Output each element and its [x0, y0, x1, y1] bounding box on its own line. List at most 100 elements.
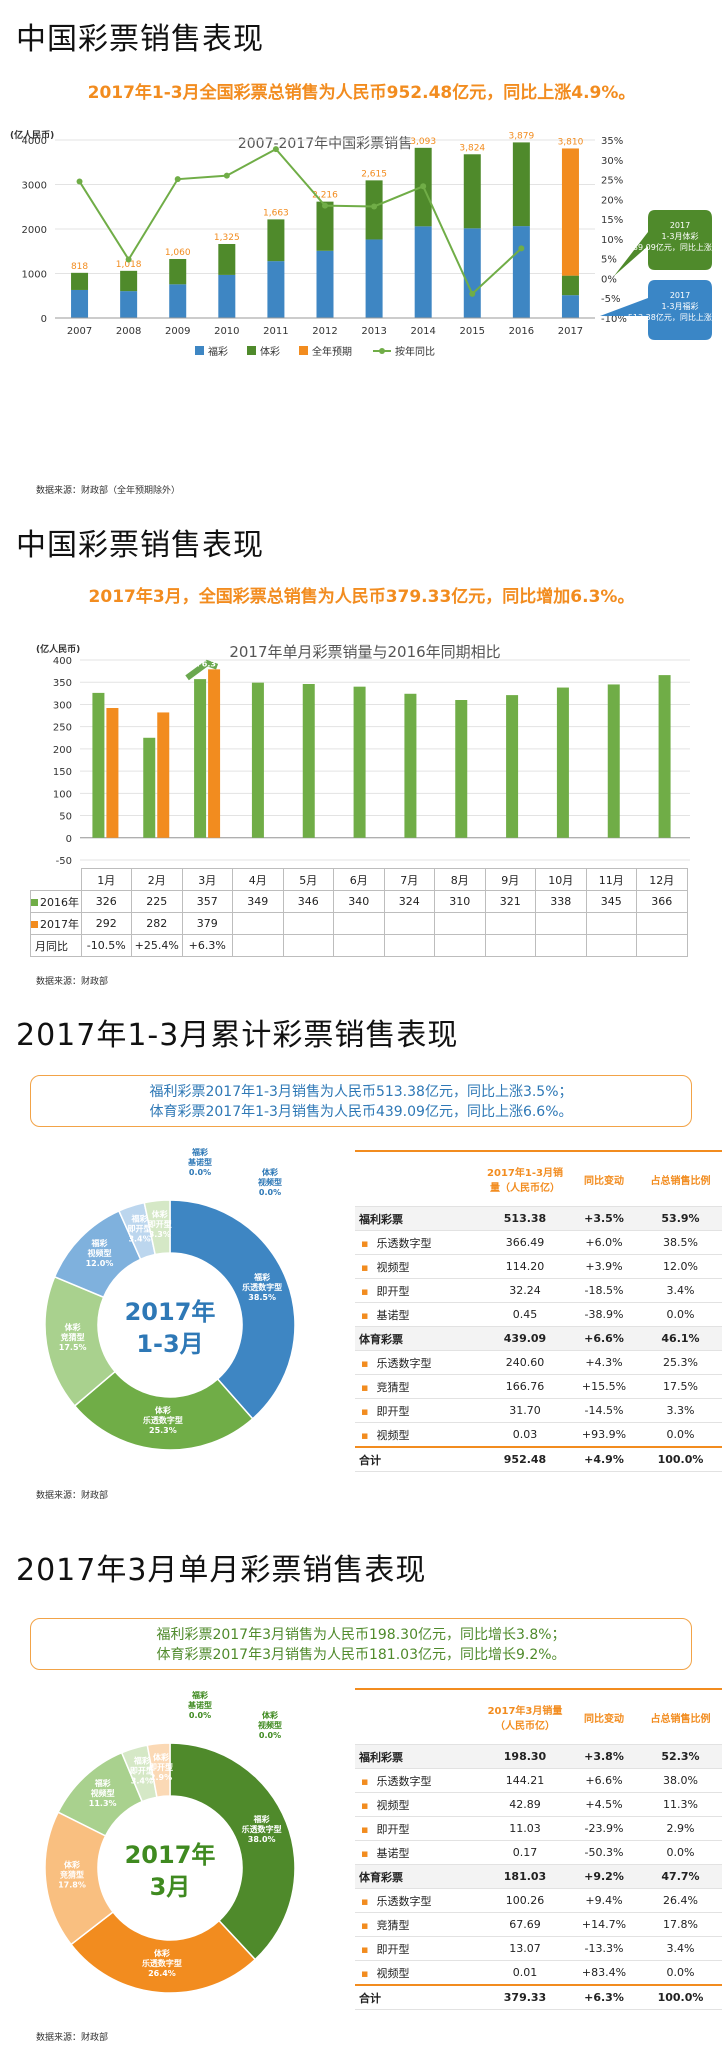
table-month-header: 6月: [333, 868, 385, 891]
table-cell: +3.9%: [569, 1254, 639, 1279]
donut-slice: [70, 1910, 257, 1994]
section3-title: 2017年1-3月累计彩票销售表现: [16, 1018, 459, 1053]
y-tick-label: 150: [53, 767, 72, 778]
yoy-point: [223, 172, 230, 179]
callout-fucai-text: 2017 1-3月福彩 513.38亿元，同比上涨3.5%: [628, 291, 723, 322]
bar-2016: [251, 682, 264, 838]
table-cell: 357: [181, 890, 233, 913]
table-cell: [434, 934, 486, 957]
row-label: ▪ 视频型: [355, 1960, 481, 1986]
y-tick-label: 400: [53, 656, 72, 667]
table-cell: 2.9%: [639, 1816, 722, 1841]
donut-slice-label: 体彩视频型 0.0%: [258, 1167, 282, 1197]
callout-ticai-text: 2017 1-3月体彩 439.09亿元，同比上涨6.6%: [628, 221, 723, 252]
donut-slice-label: 福彩基诺型 0.0%: [187, 1690, 212, 1720]
section1-subtitle: 2017年1-3月全国彩票总销售为人民币952.48亿元，同比上涨4.9%。: [87, 83, 636, 103]
table-row: 2016年 326 225 357 349 346 340 324 310 321 338 345 36…: [30, 890, 688, 913]
table-cell: 53.9%: [639, 1206, 722, 1231]
table-cell: 0.0%: [639, 1422, 722, 1448]
donut-slice-label: 体彩即开型 2.9%: [149, 1752, 173, 1782]
bar-2016: [658, 675, 671, 838]
donut-slice-label: 体彩竞猜型 17.8%: [58, 1860, 86, 1890]
table-cell: 345: [585, 890, 637, 913]
section1-source: 数据来源：财政部（全年预期除外）: [36, 486, 181, 496]
donut-slice: [73, 1370, 254, 1451]
bar-total-label: 1,325: [214, 233, 240, 243]
table-row: 合计 952.48 +4.9% 100.0%: [355, 1447, 722, 1472]
table-cell: +4.3%: [569, 1350, 639, 1375]
table-header: 占总销售比例: [639, 1689, 722, 1745]
table-cell: 17.8%: [639, 1912, 722, 1937]
bullet-icon: ▪: [361, 1942, 369, 1956]
chart-annual-sales: (亿人民币) 2007-2017年中国彩票销售 0 1000 2000 3000 4000 -…: [10, 129, 723, 358]
table-cell: 310: [434, 890, 486, 913]
monthly-data-table: 1月 2月 3月 4月 5月 6月 7月 8月 9月 10月 11月 12月 2016年 326 225 35…: [30, 868, 688, 957]
bar-ticai: [463, 154, 481, 229]
bar-total-label: 1,663: [263, 208, 289, 218]
table-cell: [535, 912, 587, 935]
row-label: ▪ 视频型: [355, 1254, 481, 1279]
bar-2017: [157, 712, 170, 838]
table-cell: 11.3%: [639, 1792, 722, 1817]
table-cell: +3.5%: [569, 1206, 639, 1231]
x-tick-label: 2007: [67, 326, 92, 337]
table-cell: 0.17: [481, 1840, 569, 1865]
y-tick-label: 4000: [22, 136, 47, 147]
section3-source: 数据来源：财政部: [36, 1491, 109, 1501]
bullet-icon: ▪: [361, 1284, 369, 1298]
table-cell: 952.48: [481, 1447, 569, 1472]
bar-fucai: [71, 289, 89, 318]
table-cell: 379.33: [481, 1985, 569, 2010]
yoy-point: [174, 176, 181, 183]
y-tick-label: 1000: [22, 270, 47, 281]
donut-slice-label: 体彩竞猜型 17.5%: [59, 1322, 87, 1352]
table-cell: +6.0%: [569, 1230, 639, 1255]
table-row: ▪ 视频型 0.01 +83.4% 0.0%: [355, 1960, 722, 1986]
donut-slice-label: 福彩基诺型 0.0%: [187, 1147, 212, 1177]
table-cell: -10.5%: [80, 934, 132, 957]
table-row: 合计 379.33 +6.3% 100.0%: [355, 1985, 722, 2010]
table-row-label: 月同比: [30, 934, 82, 957]
section4-source: 数据来源：财政部: [36, 2033, 109, 2043]
table-row: ▪ 竞猜型 67.69 +14.7% 17.8%: [355, 1912, 722, 1937]
table-cell: 3.4%: [639, 1278, 722, 1303]
y-tick-label: 2000: [22, 225, 47, 236]
row-label: 福利彩票: [355, 1206, 481, 1231]
table-cell: +6.6%: [569, 1768, 639, 1793]
row-label: ▪ 视频型: [355, 1792, 481, 1817]
table-cell: [535, 934, 587, 957]
y-tick-label: -50: [56, 856, 72, 867]
table-header: 同比变动: [569, 1689, 639, 1745]
y2-tick-label: 10%: [601, 235, 623, 246]
bullet-icon: ▪: [361, 1308, 369, 1322]
row-label: ▪ 基诺型: [355, 1840, 481, 1865]
bar-total-label: 3,810: [558, 137, 584, 147]
table-cell: [484, 912, 536, 935]
table-cell: 11.03: [481, 1816, 569, 1841]
table-cell: -13.3%: [569, 1936, 639, 1961]
y2-tick-label: 5%: [601, 255, 617, 266]
table-month-header: 2月: [131, 868, 183, 891]
table-cell: 366.49: [481, 1230, 569, 1255]
bullet-icon: ▪: [361, 1822, 369, 1836]
table-month-header: 1月: [80, 868, 132, 891]
table-cell: 25.3%: [639, 1350, 722, 1375]
table-cell: 52.3%: [639, 1744, 722, 1769]
bar-2016: [353, 686, 366, 838]
y-tick-label: 300: [53, 700, 72, 711]
table-cell: 324: [383, 890, 435, 913]
donut-slice-label: 体彩视频型 0.0%: [258, 1710, 282, 1740]
table-header: 2017年1-3月销量（人民币亿）: [481, 1151, 569, 1207]
table-row: 体育彩票 439.09 +6.6% 46.1%: [355, 1326, 722, 1351]
table-cell: 42.89: [481, 1792, 569, 1817]
bullet-icon: ▪: [361, 1774, 369, 1788]
row-label: ▪ 视频型: [355, 1422, 481, 1448]
bullet-icon: ▪: [361, 1236, 369, 1250]
table-cell: 340: [333, 890, 385, 913]
bullet-icon: ▪: [361, 1918, 369, 1932]
x-tick-label: 2010: [214, 326, 239, 337]
bar-2016: [556, 687, 569, 838]
table-cell: [333, 934, 385, 957]
bar-fucai: [218, 274, 236, 318]
table-cell: 31.70: [481, 1398, 569, 1423]
